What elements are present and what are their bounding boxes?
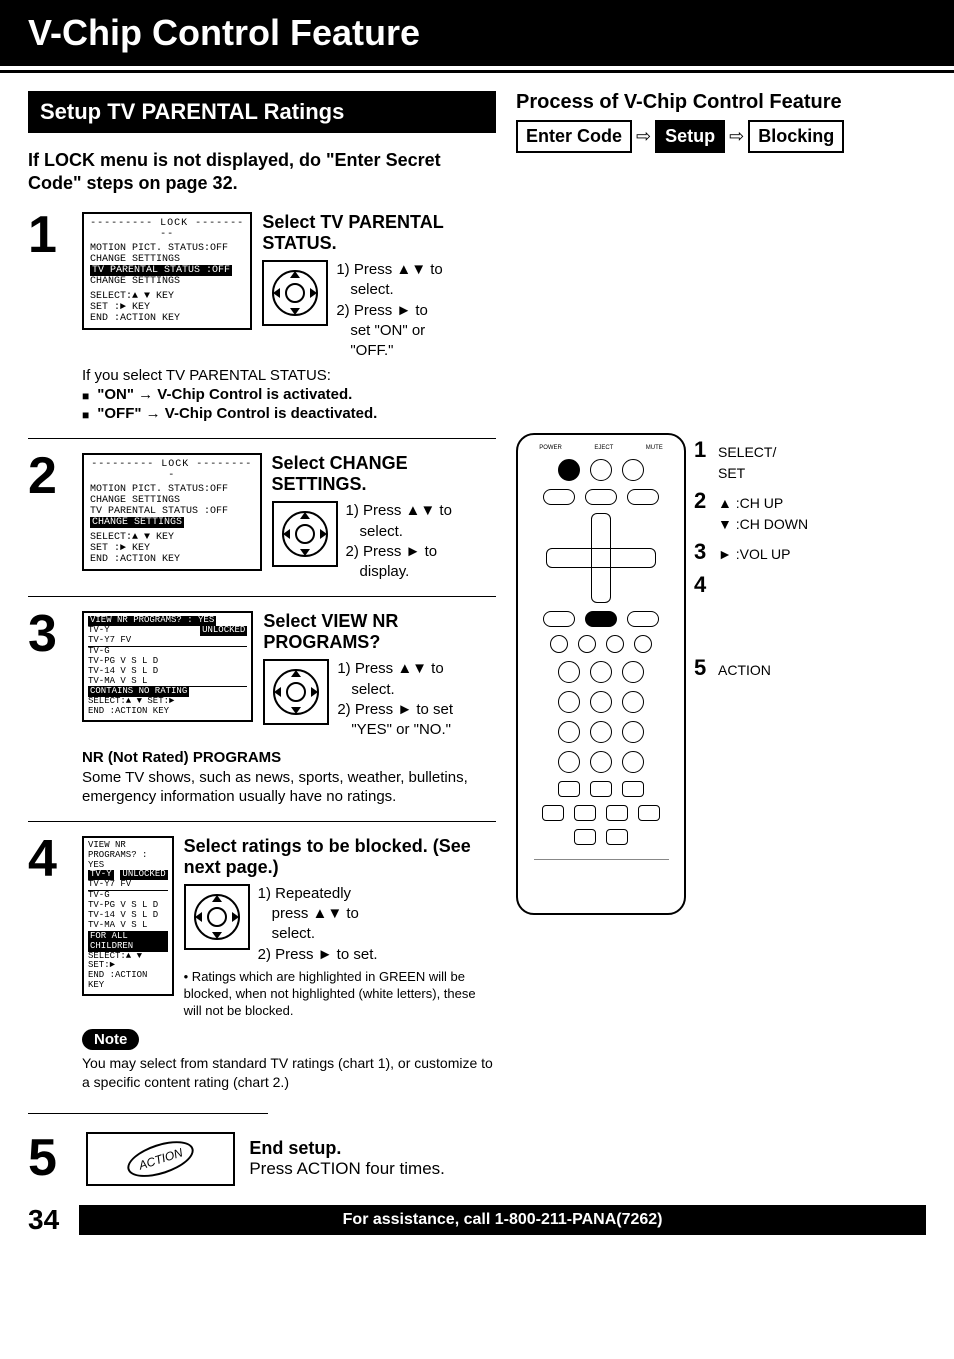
remote-button-icon bbox=[627, 611, 659, 627]
divider bbox=[28, 1113, 268, 1114]
remote-mute-icon bbox=[622, 459, 644, 481]
page-title: V-Chip Control Feature bbox=[0, 0, 954, 66]
action-icon: ACTION bbox=[123, 1134, 198, 1184]
step-4: 4 VIEW NR PROGRAMS? : YES TV-YUNLOCKED T… bbox=[28, 836, 496, 1099]
step-2: 2 --------- LOCK --------- MOTION PICT. … bbox=[28, 453, 496, 582]
step-heading: Select CHANGE SETTINGS. bbox=[272, 453, 496, 495]
note-badge: Note bbox=[82, 1029, 139, 1050]
step-heading: Select ratings to be blocked. (See next … bbox=[184, 836, 496, 878]
remote-button-icon bbox=[627, 489, 659, 505]
step-number: 1 bbox=[28, 212, 72, 259]
section-header: Setup TV PARENTAL Ratings bbox=[28, 91, 496, 133]
bullet: ■"OFF" → V-Chip Control is deactivated. bbox=[82, 405, 496, 422]
step-3: 3 VIEW NR PROGRAMS? : YES TV-YUNLOCKED T… bbox=[28, 611, 496, 807]
arrow-icon: ⇨ bbox=[729, 126, 744, 147]
divider bbox=[28, 821, 496, 822]
page-number: 34 bbox=[28, 1204, 59, 1236]
step-number: 5 bbox=[28, 1135, 72, 1182]
note-text: You may select from standard TV ratings … bbox=[82, 1054, 496, 1090]
step-1: 1 --------- LOCK --------- MOTION PICT. … bbox=[28, 212, 496, 424]
instruction-list: 1) Press ▲▼ to select. 2) Press ► to set… bbox=[337, 659, 453, 740]
remote-legend: 1SELECT/ SET 2▲ :CH UP ▼ :CH DOWN 3► :VO… bbox=[694, 433, 808, 684]
lock-menu-box: --------- LOCK --------- MOTION PICT. ST… bbox=[82, 453, 262, 571]
bullet: ■"ON" → V-Chip Control is activated. bbox=[82, 386, 496, 403]
remote-eject-icon bbox=[590, 459, 612, 481]
step-5: 5 ACTION End setup. Press ACTION four ti… bbox=[28, 1132, 496, 1186]
ratings-footer-note: • Ratings which are highlighted in GREEN… bbox=[184, 969, 496, 1020]
process-flow: Enter Code ⇨ Setup ⇨ Blocking bbox=[516, 120, 926, 153]
process-step-active: Setup bbox=[655, 120, 725, 153]
remote-button-icon bbox=[585, 489, 617, 505]
dpad-icon bbox=[184, 884, 250, 950]
rating-menu-box: VIEW NR PROGRAMS? : YES TV-YUNLOCKED TV-… bbox=[82, 611, 253, 722]
intro-text: If LOCK menu is not displayed, do "Enter… bbox=[28, 149, 496, 194]
step-heading: Select VIEW NR PROGRAMS? bbox=[263, 611, 496, 653]
end-setup-text: End setup. Press ACTION four times. bbox=[249, 1138, 445, 1179]
rating-menu-box: VIEW NR PROGRAMS? : YES TV-YUNLOCKED TV-… bbox=[82, 836, 174, 996]
step-number: 4 bbox=[28, 836, 72, 883]
remote-button-icon bbox=[543, 489, 575, 505]
arrow-icon: ⇨ bbox=[636, 126, 651, 147]
step-number: 2 bbox=[28, 453, 72, 500]
dpad-icon bbox=[272, 501, 338, 567]
remote-dpad-icon bbox=[546, 513, 656, 603]
lock-menu-box: --------- LOCK --------- MOTION PICT. ST… bbox=[82, 212, 252, 330]
action-button-box: ACTION bbox=[86, 1132, 235, 1186]
step-heading: Select TV PARENTAL STATUS. bbox=[262, 212, 496, 254]
after-note: If you select TV PARENTAL STATUS: bbox=[82, 367, 496, 384]
dpad-icon bbox=[263, 659, 329, 725]
process-step: Enter Code bbox=[516, 120, 632, 153]
process-step: Blocking bbox=[748, 120, 844, 153]
dpad-icon bbox=[262, 260, 328, 326]
remote-power-icon bbox=[558, 459, 580, 481]
assistance-bar: For assistance, call 1-800-211-PANA(7262… bbox=[79, 1205, 926, 1235]
nr-programs-note: NR (Not Rated) PROGRAMS Some TV shows, s… bbox=[82, 748, 496, 807]
divider bbox=[28, 438, 496, 439]
remote-button-icon bbox=[543, 611, 575, 627]
instruction-list: 1) Press ▲▼ to select. 2) Press ► to dis… bbox=[346, 501, 452, 582]
instruction-list: 1) Press ▲▼ to select. 2) Press ► to set… bbox=[336, 260, 442, 361]
remote-select-icon bbox=[585, 611, 617, 627]
divider bbox=[28, 596, 496, 597]
remote-control-diagram: POWEREJECTMUTE bbox=[516, 433, 686, 915]
step-number: 3 bbox=[28, 611, 72, 658]
process-title: Process of V-Chip Control Feature bbox=[516, 91, 926, 114]
instruction-list: 1) Repeatedly press ▲▼ to select. 2) Pre… bbox=[258, 884, 378, 965]
